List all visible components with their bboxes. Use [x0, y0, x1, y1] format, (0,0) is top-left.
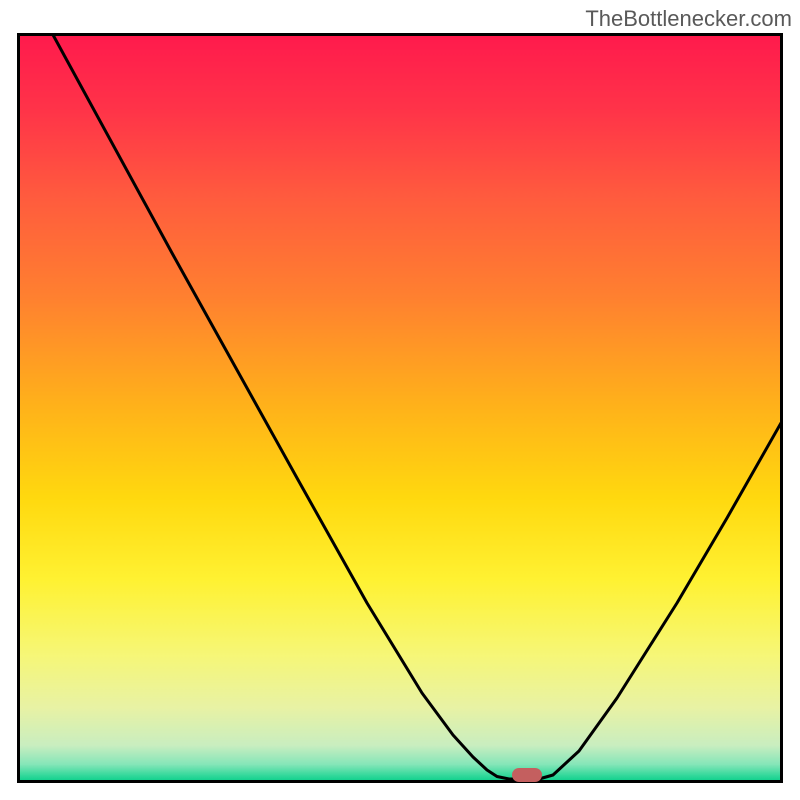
chart-background-gradient	[17, 33, 783, 783]
watermark-text: TheBottlenecker.com	[585, 6, 792, 32]
chart-plot-area	[17, 33, 783, 783]
